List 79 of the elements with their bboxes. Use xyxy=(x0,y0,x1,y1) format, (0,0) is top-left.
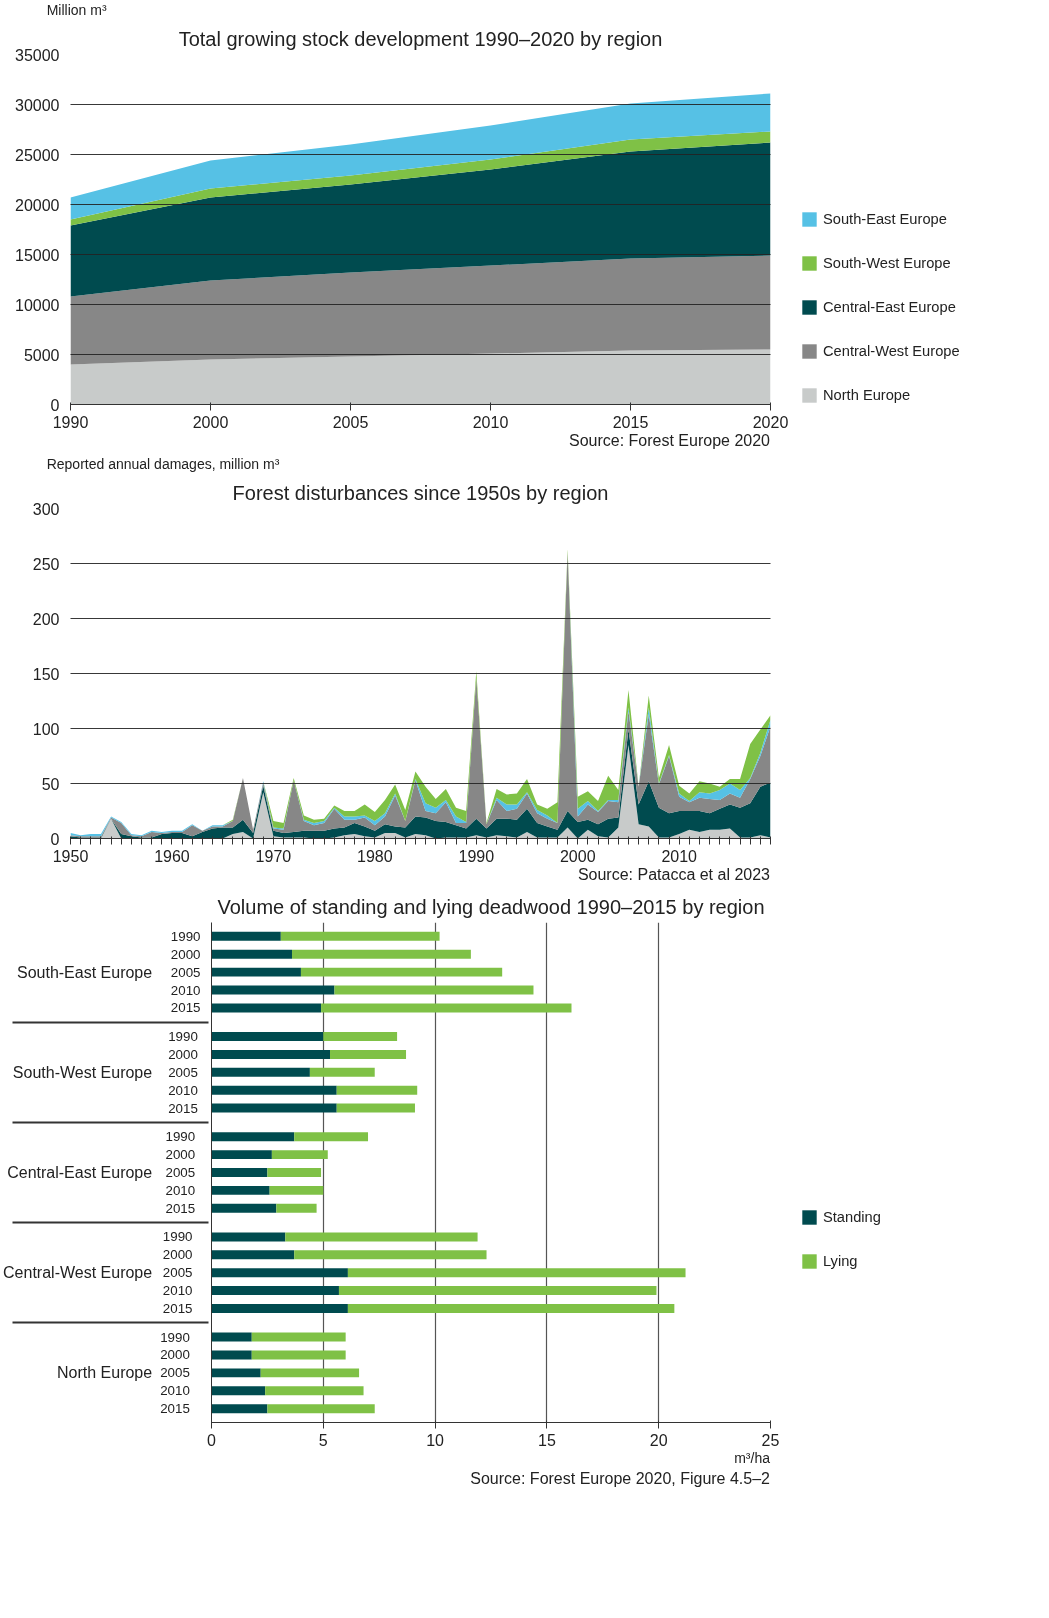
y-tick-label: 2010 xyxy=(165,1182,201,1198)
y-tick-label: 5000 xyxy=(23,346,60,364)
y-tick-label: 200 xyxy=(32,610,60,628)
legend-label: Standing xyxy=(823,1209,881,1225)
y-tick-label: 1990 xyxy=(162,1229,201,1245)
y-axis-title: Reported annual damages, million m³ xyxy=(45,455,280,474)
y-tick-label: 2000 xyxy=(165,1147,201,1163)
chart-title: Total growing stock development 1990–2020 by region xyxy=(178,27,663,50)
y-tick-label: 15000 xyxy=(15,246,60,264)
x-tick-label: 2010 xyxy=(472,413,509,431)
y-tick-label: 2005 xyxy=(160,1365,201,1381)
x-tick-label: 1990 xyxy=(458,847,495,865)
y-tick-label: 50 xyxy=(41,775,60,793)
y-tick-label: 150 xyxy=(32,665,60,683)
y-tick-label: 2005 xyxy=(162,1265,201,1281)
text: Central-West Europe xyxy=(3,1264,153,1282)
y-tick-label: 2015 xyxy=(170,1000,201,1016)
legend-label: North Europe xyxy=(823,387,911,403)
source-note: Source: Forest Europe 2020 xyxy=(568,431,770,451)
y-tick-label: 10000 xyxy=(15,296,60,314)
x-tick-label: 2010 xyxy=(661,847,698,865)
y-tick-label: 2015 xyxy=(160,1401,201,1417)
y-tick-label: 2005 xyxy=(170,964,201,980)
legend-label: South-East Europe xyxy=(823,211,947,227)
x-tick-label: 5 xyxy=(318,1431,328,1449)
x-tick-label: 1980 xyxy=(357,847,393,865)
y-tick-label: 1990 xyxy=(165,1129,201,1145)
text: North Europe xyxy=(57,1364,153,1382)
x-tick-label: 1950 xyxy=(52,847,89,865)
y-tick-label: 1990 xyxy=(160,1329,201,1345)
y-tick-label: 2005 xyxy=(165,1165,201,1180)
x-tick-label: 1970 xyxy=(255,847,292,865)
source-note: Source: Patacca et al 2023 xyxy=(577,865,770,885)
y-tick-label: 0 xyxy=(50,396,60,414)
text: South-East Europe xyxy=(16,963,153,981)
y-tick-label: 2005 xyxy=(168,1064,201,1080)
y-tick-label: 1990 xyxy=(168,1029,201,1045)
y-tick-label: 30000 xyxy=(15,96,60,114)
chart-title: Forest disturbances since 1950s by region xyxy=(232,481,609,504)
y-tick-label: 20000 xyxy=(15,196,60,214)
x-tick-label: 0 xyxy=(207,1431,217,1449)
x-tick-label: 25 xyxy=(761,1431,780,1449)
y-tick-label: 35000 xyxy=(15,46,60,64)
x-tick-label: 2000 xyxy=(192,413,229,431)
y-tick-label: 2015 xyxy=(168,1100,201,1116)
y-tick-label: 2015 xyxy=(162,1300,201,1316)
legend-label: South-West Europe xyxy=(823,255,951,271)
legend-label: Central-West Europe xyxy=(823,343,960,359)
y-tick-label: 100 xyxy=(32,720,60,738)
x-tick-label: 2005 xyxy=(332,413,369,431)
y-tick-label: 250 xyxy=(32,555,60,573)
y-axis-title: Million m³ xyxy=(45,1,107,20)
y-tick-label: 25000 xyxy=(15,146,60,164)
chart-title: Volume of standing and lying deadwood 1990–2015 by region xyxy=(217,895,765,918)
legend-label: Lying xyxy=(823,1253,858,1269)
y-tick-label: 2010 xyxy=(160,1383,201,1399)
x-tick-label: 20 xyxy=(649,1431,668,1449)
x-tick-label: 1960 xyxy=(154,847,190,865)
x-tick-label: 2015 xyxy=(612,413,649,431)
y-tick-label: 0 xyxy=(50,830,60,848)
y-tick-label: 2010 xyxy=(162,1283,201,1299)
y-tick-label: 2010 xyxy=(168,1082,201,1098)
y-tick-label: 2000 xyxy=(162,1247,201,1263)
legend-label: Central-East Europe xyxy=(823,299,956,315)
text: South-West Europe xyxy=(12,1063,153,1081)
y-tick-label: 2015 xyxy=(165,1200,201,1216)
x-axis-title: m³/ha xyxy=(734,1449,770,1468)
text: Central-East Europe xyxy=(7,1164,153,1181)
y-tick-label: 300 xyxy=(32,500,60,518)
y-tick-label: 2000 xyxy=(160,1347,201,1363)
y-tick-label: 2010 xyxy=(170,982,201,998)
x-tick-label: 10 xyxy=(426,1431,445,1449)
y-tick-label: 2000 xyxy=(168,1046,201,1062)
x-tick-label: 2000 xyxy=(559,847,596,865)
source-note: Source: Forest Europe 2020, Figure 4.5–2 xyxy=(470,1469,770,1489)
y-tick-label: 1990 xyxy=(170,928,201,944)
y-tick-label: 2000 xyxy=(170,946,201,962)
x-tick-label: 15 xyxy=(538,1431,556,1449)
x-tick-label: 2020 xyxy=(752,413,789,431)
